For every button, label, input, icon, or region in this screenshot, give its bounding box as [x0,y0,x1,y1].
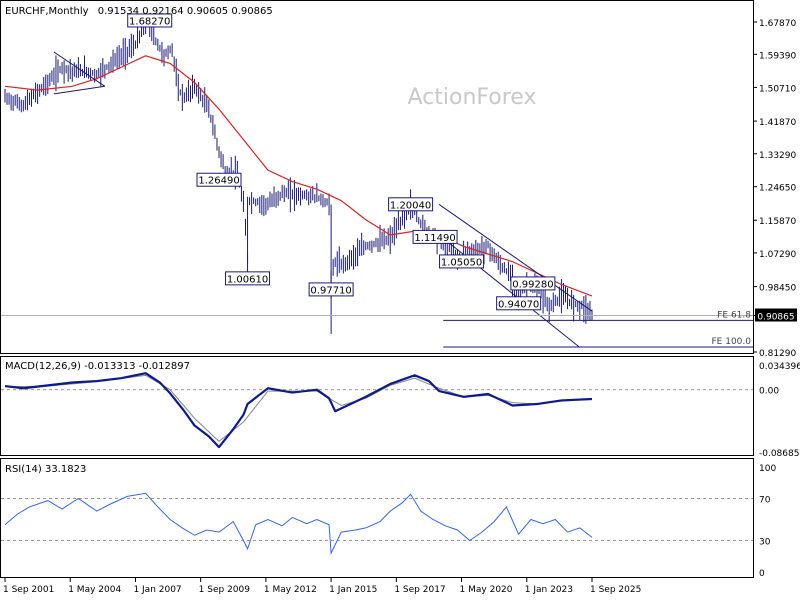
macd-y-tick-label: -0.086854 [759,449,800,459]
y-tick-label: 1.15870 [759,217,796,227]
annotation-box [127,13,173,28]
watermark: ActionForex [408,85,537,110]
annotation-text: 0.97710 [310,285,351,296]
x-tick-label: 1 May 2012 [264,585,317,595]
y-tick-label: 1.67870 [759,19,796,29]
price-annotation: 0.97710 [308,282,354,297]
price-annotation: 1.20040 [388,197,434,212]
x-tick-label: 1 Sep 2025 [590,585,641,595]
y-tick-label: 0.81290 [759,349,796,359]
y-tick-label: 1.41870 [759,118,796,128]
macd-y-tick-label: 0.034396 [759,362,800,372]
y-axis-layer: 1.67870 1.59390 1.50710 1.41870 1.33290 1.246… [753,19,800,579]
x-tick-label: 1 Jan 2007 [133,585,181,595]
rsi-layer [1,492,753,555]
annotation-box [412,229,458,244]
annotation-text: 0.99280 [512,279,553,290]
annotation-box [496,296,542,311]
sma-line [4,55,593,297]
annotation-text: 1.26490 [198,176,239,187]
x-tick-label: 1 Sep 2017 [394,585,445,595]
annotation-text: 1.68270 [129,16,170,27]
macd-layer [1,372,753,449]
annotation-box [439,254,485,269]
x-tick-label: 1 May 2004 [68,585,121,595]
x-tick-label: 1 May 2020 [460,585,513,595]
last-price-tag: 0.90865 [757,313,794,323]
annotation-text: 1.20040 [390,200,431,211]
annotation-layer: 1.68270 1.26490 1.00610 0.97710 1.20040 1.114… [127,13,556,311]
annotation-box [388,197,434,212]
price-annotation: 0.94070 [496,296,542,311]
macd-title: MACD(12,26,9) -0.013313 -0.012897 [5,361,190,372]
macd-y-tick-label: 0.00 [759,387,779,397]
rsi-y-tick-label: 30 [759,538,771,548]
macd-signal-line [4,374,593,443]
macd-panel [0,356,754,456]
triangle-line [53,85,105,95]
last-price-box [755,308,797,322]
price-annotation: 1.26490 [196,172,242,187]
y-tick-label: 1.50710 [759,84,796,94]
symbol-text: EURCHF,Monthly [5,6,89,17]
y-tick-label: 1.07290 [759,250,796,260]
y-tick-label: 1.24650 [759,184,796,194]
price-panel [0,0,754,354]
rsi-y-tick-label: 0 [759,569,765,579]
rsi-title: RSI(14) 33.1823 [5,464,86,475]
y-tick-label: 0.98450 [759,284,796,294]
annotation-text: 1.00610 [227,274,268,285]
annotation-box [308,282,354,297]
price-annotation: 1.68270 [127,13,173,28]
macd-line [4,372,593,449]
x-tick-label: 1 Jan 2023 [525,585,573,595]
triangle-line [53,51,106,87]
price-annotation: 1.05050 [439,254,485,269]
y-tick-label: 1.33290 [759,151,796,161]
fe-level-label: FE 100.0 [712,337,752,347]
ohlc-text: 0.91534 0.92164 0.90605 0.90865 [98,6,273,17]
annotation-box [510,276,556,291]
annotation-text: 0.94070 [498,299,539,310]
symbol-label: EURCHF,Monthly 0.91534 0.92164 0.90605 0… [5,6,273,17]
price-annotation: 0.99280 [510,276,556,291]
rsi-panel [0,458,754,578]
rsi-y-tick-label: 70 [759,496,771,506]
fe-level-label: FE 61.8 [717,310,751,320]
annotation-text: 1.11490 [414,233,455,244]
price-annotation: 1.11490 [412,229,458,244]
rsi-y-tick-label: 100 [759,464,776,474]
channel-upper-line [438,204,593,312]
rsi-line [4,492,593,555]
price-annotation: 1.00610 [225,271,271,286]
x-axis-layer: 1 Sep 2001 1 May 2004 1 Jan 2007 1 Sep 2009… [3,578,641,595]
annotation-box [196,172,242,187]
x-tick-label: 1 Sep 2009 [199,585,251,595]
annotation-box [225,271,271,286]
channel-lower-line [438,234,581,348]
annotation-text: 1.05050 [441,257,482,268]
x-tick-label: 1 Sep 2001 [3,585,54,595]
x-tick-label: 1 Jan 2015 [329,585,377,595]
y-tick-label: 1.59390 [759,51,796,61]
